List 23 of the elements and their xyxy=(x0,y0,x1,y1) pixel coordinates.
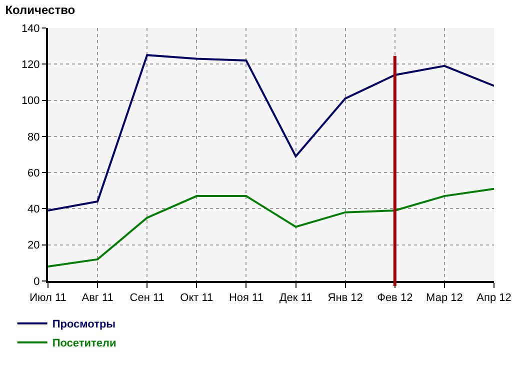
y-tick-label: 100 xyxy=(21,95,40,108)
chart-title: Количество xyxy=(5,2,76,17)
y-tick-label: 0 xyxy=(34,276,40,288)
y-tick-label: 140 xyxy=(21,22,40,35)
legend-label: Просмотры xyxy=(52,318,116,331)
x-tick-label: Мар 12 xyxy=(426,292,463,304)
x-tick-label: Апр 12 xyxy=(476,292,512,304)
y-tick-label: 60 xyxy=(28,167,40,180)
x-tick-label: Фев 12 xyxy=(377,292,413,304)
x-tick-label: Янв 12 xyxy=(328,292,363,304)
y-tick-label: 120 xyxy=(21,58,40,71)
x-tick-label: Авг 11 xyxy=(82,292,114,304)
y-tick-label: 80 xyxy=(28,131,40,144)
y-tick-label: 40 xyxy=(28,204,40,216)
line-series xyxy=(48,54,494,212)
x-tick-label: Окт 11 xyxy=(180,292,214,304)
x-tick-label: Сен 11 xyxy=(130,292,164,304)
x-tick-label: Дек 11 xyxy=(279,292,312,304)
line-series xyxy=(48,188,494,268)
x-tick-label: Июл 11 xyxy=(30,292,66,304)
x-tick-label: Ноя 11 xyxy=(228,292,264,304)
legend-label: Посетители xyxy=(52,338,116,350)
y-tick-label: 20 xyxy=(28,240,40,252)
